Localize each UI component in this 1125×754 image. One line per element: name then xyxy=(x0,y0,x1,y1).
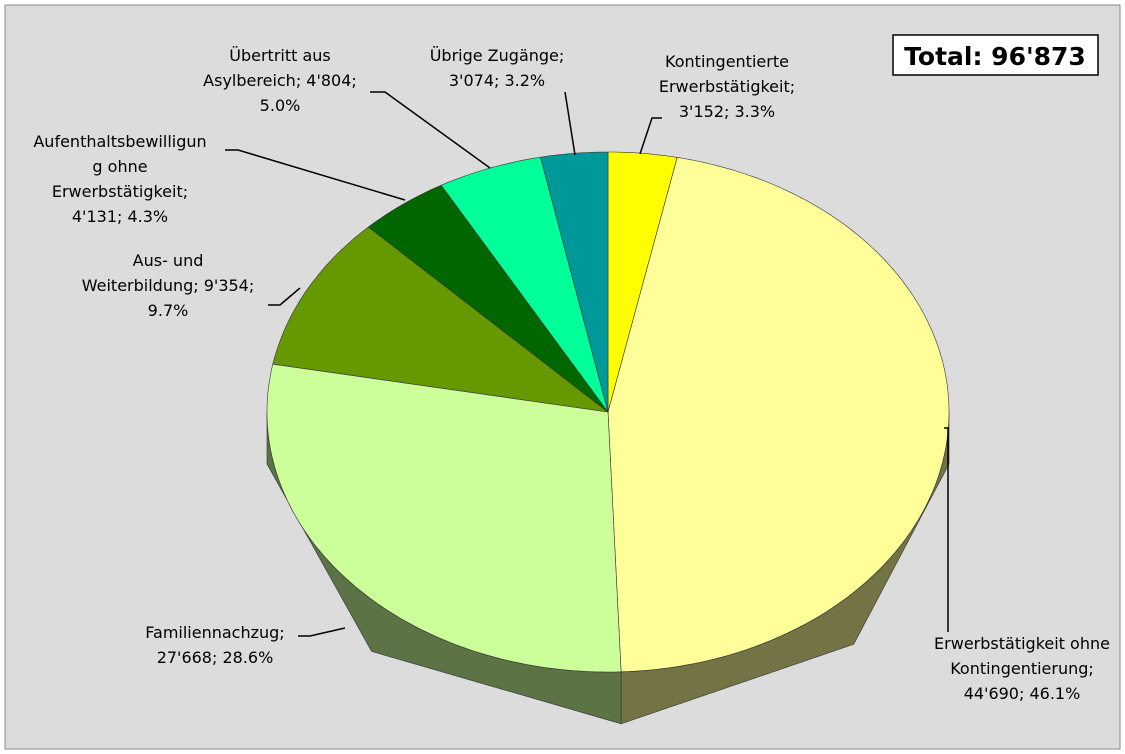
data-label: Weiterbildung; 9'354; xyxy=(82,276,255,295)
slice xyxy=(272,226,610,413)
total-annotation: Total: 96'873 xyxy=(904,42,1086,71)
data-label: 5.0% xyxy=(260,96,301,115)
data-label: Übertritt aus xyxy=(229,46,331,65)
data-label: Erwerbstätigkeit; xyxy=(659,77,795,96)
data-label: g ohne xyxy=(92,157,147,176)
slice xyxy=(266,363,622,673)
leader-line xyxy=(370,91,491,169)
data-label: Erwerbstätigkeit; xyxy=(52,182,188,201)
leader-line xyxy=(268,287,301,306)
data-label: Familiennachzug; xyxy=(145,623,284,642)
data-label: 3'074; 3.2% xyxy=(449,71,545,90)
slice xyxy=(607,151,678,413)
data-label: Erwerbstätigkeit ohne xyxy=(934,634,1110,653)
data-label: 27'668; 28.6% xyxy=(157,648,274,667)
leader-line xyxy=(639,117,662,155)
data-label: Asylbereich; 4'804; xyxy=(203,71,357,90)
data-label: Aufenthaltsbewilligun xyxy=(33,132,206,151)
leader-line xyxy=(564,91,576,156)
data-label: 44'690; 46.1% xyxy=(964,684,1081,703)
data-label: Übrige Zugänge; xyxy=(430,46,565,65)
data-label: 3'152; 3.3% xyxy=(679,102,775,121)
slice xyxy=(367,184,609,413)
leader-line xyxy=(225,149,406,201)
data-label: Kontingentierung; xyxy=(950,659,1094,678)
data-label: 9.7% xyxy=(148,301,189,320)
leader-line xyxy=(944,427,949,632)
data-label: 4'131; 4.3% xyxy=(72,207,168,226)
data-label: Kontingentierte xyxy=(665,52,789,71)
data-label: Aus- und xyxy=(133,251,204,270)
leader-line xyxy=(298,627,346,637)
total-box xyxy=(892,34,1099,76)
